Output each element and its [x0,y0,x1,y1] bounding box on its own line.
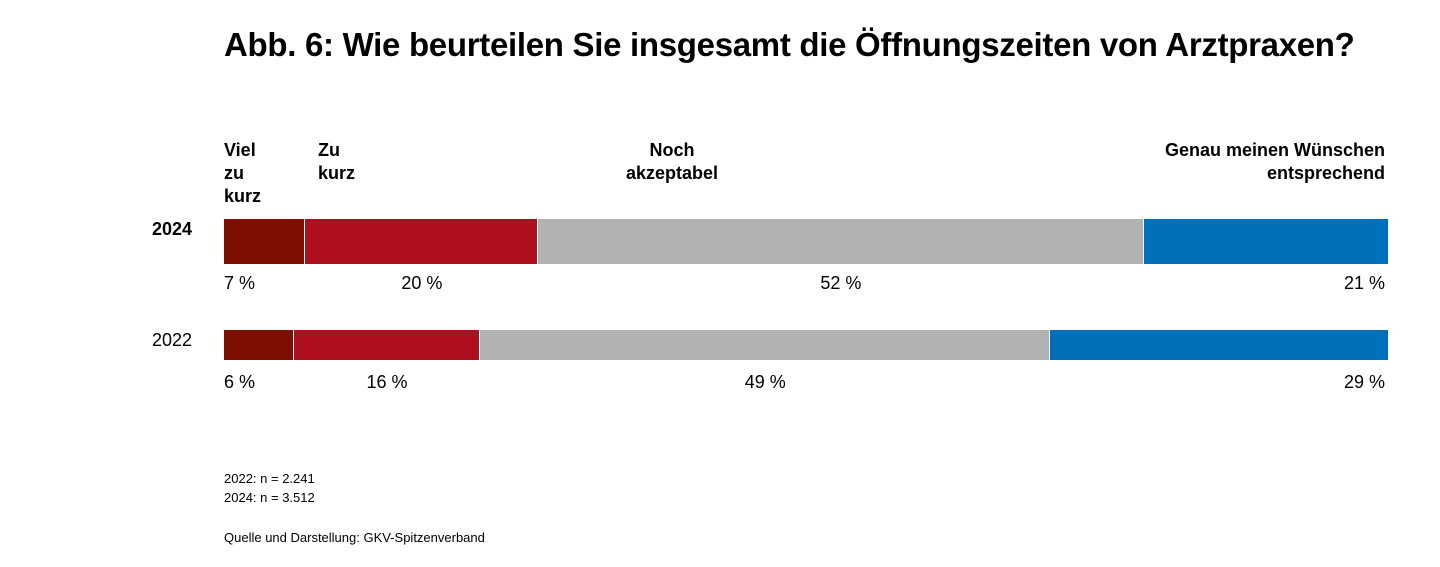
chart-title: Abb. 6: Wie beurteilen Sie insgesamt die… [224,26,1355,63]
bar-segment-2024-4 [1143,219,1388,264]
value-label-2022-2: 16 % [366,372,408,392]
category-label-4: Genau meinen Wünschen entsprechend [1164,140,1385,183]
value-label-2022-3: 49 % [744,372,786,392]
value-label-2024-2: 20 % [401,273,443,293]
source-note: Quelle und Darstellung: GKV-Spitzenverba… [224,530,485,545]
sample-size-2022: 2022: n = 2.241 [224,471,315,486]
sample-size-2024: 2024: n = 3.512 [224,490,315,505]
category-label-2: Zu kurz [318,140,356,183]
row-label-2024: 2024 [151,219,192,239]
value-label-2024-3: 52 % [820,273,862,293]
bar-segment-2022-4 [1050,330,1388,360]
bar-segment-2024-3 [538,219,1144,264]
category-label-1: Viel zu kurz [224,140,262,206]
row-label-2022: 2022 [151,330,192,350]
bar-segment-2024-2 [305,219,539,264]
category-label-3: Noch akzeptabel [625,140,719,183]
value-label-2024-4: 21 % [1343,273,1385,293]
bar-segment-2022-3 [480,330,1051,360]
bar-segment-2022-1 [224,330,294,360]
value-label-2024-1: 7 % [224,273,256,293]
bar-segment-2024-1 [224,219,306,264]
bar-segment-2022-2 [293,330,481,360]
value-label-2022-1: 6 % [224,372,256,392]
value-label-2022-4: 29 % [1343,372,1385,392]
